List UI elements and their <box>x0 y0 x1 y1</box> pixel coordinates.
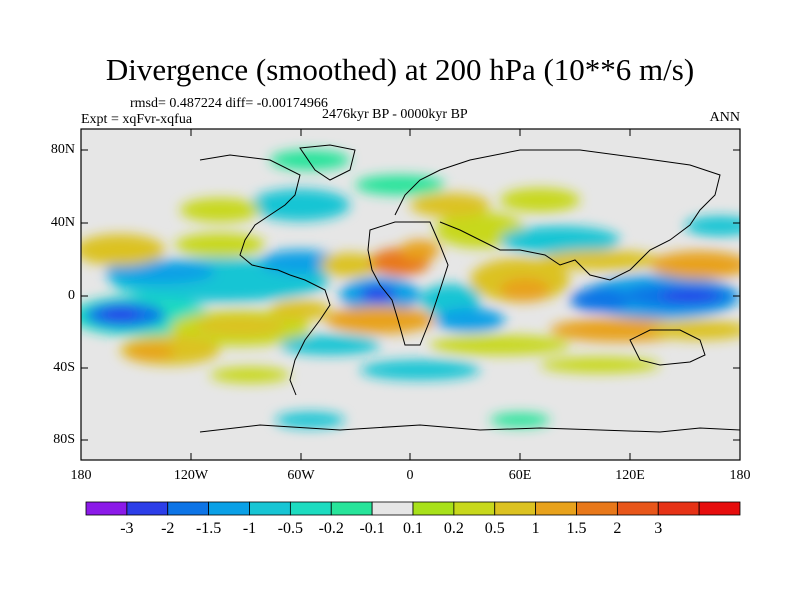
x-tick-label: 180 <box>729 468 751 483</box>
greenland-coast <box>299 144 356 181</box>
colorbar-box <box>167 501 210 516</box>
colorbar-label: -0.2 <box>318 520 344 537</box>
season-label: ANN <box>709 110 740 125</box>
colorbar-box <box>453 501 496 516</box>
colorbar-box <box>371 501 414 516</box>
colorbar-box <box>85 501 128 516</box>
colorbar-label: 2 <box>613 520 622 537</box>
colorbar-box <box>249 501 291 516</box>
colorbar-box <box>657 501 700 516</box>
colorbar-label: -1 <box>242 520 257 537</box>
y-tick-label: 80S <box>53 432 75 447</box>
y-tick-label: 80N <box>50 142 75 157</box>
y-tick-label: 40N <box>50 215 75 230</box>
colorbar-label: -0.5 <box>277 520 304 537</box>
colorbar-box <box>576 501 618 516</box>
coastlines <box>199 144 740 433</box>
colorbar-box <box>616 501 659 516</box>
colorbar-label: -0.1 <box>359 520 385 537</box>
colorbar-label: 3 <box>654 520 663 537</box>
antarctica-coast <box>199 424 740 433</box>
colorbar-label: 0.1 <box>403 520 423 537</box>
colorbar-label: -2 <box>161 520 175 537</box>
colorbar-box <box>126 501 169 516</box>
eurasia-coast <box>394 149 721 281</box>
colorbar-box <box>494 501 537 516</box>
colorbar-box <box>208 501 250 516</box>
divergence-field <box>81 129 740 460</box>
colorbar-box <box>330 501 373 516</box>
x-tick-label: 180 <box>70 468 92 483</box>
x-tick-label: 0 <box>406 468 414 483</box>
stats-text: rmsd= 0.487224 diff= -0.00174966 <box>130 96 328 111</box>
x-tick-label: 120E <box>615 468 645 483</box>
colorbar-box <box>289 501 332 516</box>
axis-ticks <box>80 129 741 460</box>
experiment-label: Expt = xqFvr-xqfua <box>81 112 193 127</box>
y-tick-label: 40S <box>53 360 75 375</box>
x-tick-label: 120W <box>173 468 209 483</box>
period-label: 2476kyr BP - 0000kyr BP <box>322 107 468 122</box>
y-tick-label: 0 <box>68 288 75 303</box>
chart-title: Divergence (smoothed) at 200 hPa (10**6 … <box>105 52 695 87</box>
x-tick-label: 60E <box>508 468 532 483</box>
africa-coast <box>367 221 449 346</box>
colorbar-box <box>535 501 577 516</box>
colorbar-label: 0.5 <box>484 520 505 537</box>
australia-coast <box>629 329 706 366</box>
colorbar-box <box>412 501 455 516</box>
colorbar-label: 1 <box>531 520 540 537</box>
colorbar-label: -3 <box>120 520 134 537</box>
south-america-coast <box>289 274 331 396</box>
colorbar-label: 1.5 <box>566 520 587 537</box>
colorbar-label: -1.5 <box>195 520 222 537</box>
colorbar-box <box>698 501 741 516</box>
colorbar <box>85 501 741 516</box>
north-america-coast <box>199 154 301 276</box>
x-tick-label: 60W <box>287 468 315 483</box>
colorbar-label: 0.2 <box>443 520 464 537</box>
